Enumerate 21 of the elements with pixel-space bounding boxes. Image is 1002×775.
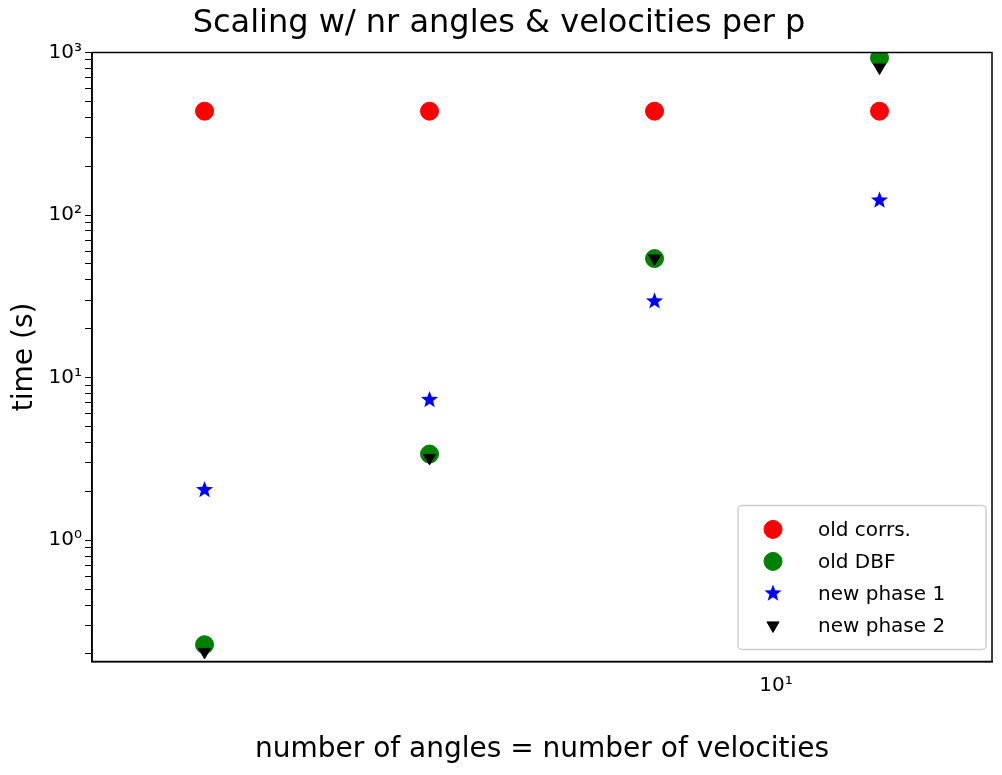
- chart-title: Scaling w/ nr angles & velocities per p: [192, 1, 806, 40]
- point: [198, 647, 212, 660]
- y-tick-label: 10⁰: [48, 526, 83, 551]
- point: [870, 191, 889, 208]
- legend-label: new phase 2: [818, 612, 946, 637]
- y-axis-title: time (s): [6, 302, 40, 412]
- point: [420, 390, 439, 408]
- legend-label: old corrs.: [818, 516, 911, 541]
- text: 10¹: [759, 671, 793, 696]
- x-axis-title: number of angles = number of velocities: [254, 731, 830, 765]
- point: [645, 101, 665, 121]
- point: [645, 292, 664, 309]
- point: [420, 101, 440, 121]
- legend-label: new phase 1: [818, 580, 946, 605]
- y-tick-label: 10¹: [48, 363, 83, 388]
- point: [196, 480, 214, 498]
- legend-label: old DBF: [818, 548, 896, 573]
- point: [195, 101, 215, 121]
- y-tick-label: 10²: [48, 201, 83, 226]
- point: [870, 101, 890, 121]
- y-tick-label: 10³: [48, 38, 83, 63]
